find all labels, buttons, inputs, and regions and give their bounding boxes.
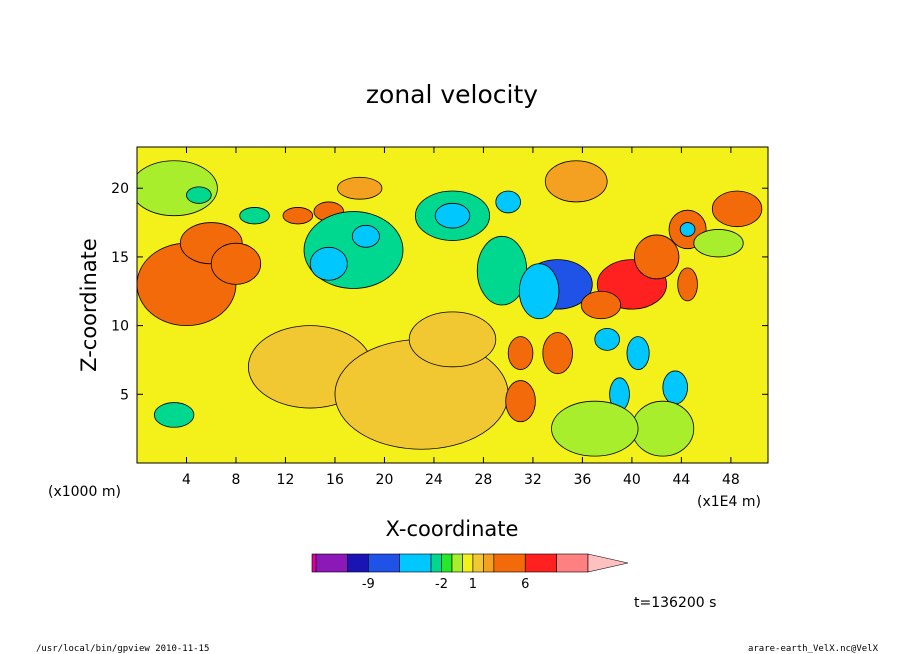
contour-region-2 — [210, 242, 262, 285]
contour-region-38 — [507, 336, 534, 370]
colorbar-overflow-arrow — [587, 553, 629, 573]
contour-region-27 — [594, 327, 620, 351]
contour-region-31 — [679, 222, 696, 237]
contour-region-5 — [239, 207, 270, 225]
contour-region-29 — [677, 267, 698, 302]
chart-title: zonal velocity — [366, 80, 538, 109]
y-tick-label: 15 — [111, 250, 129, 266]
x-tick-label: 20 — [376, 472, 394, 488]
contour-field — [137, 147, 768, 463]
colorbar-segment — [311, 553, 317, 573]
x-tick-label: 8 — [232, 472, 241, 488]
contour-region-24 — [542, 332, 573, 375]
colorbar-segment — [472, 553, 484, 573]
x-tick-label: 32 — [524, 472, 542, 488]
colorbar-segment — [399, 553, 432, 573]
contour-region-39 — [544, 160, 608, 203]
x-unit-left: (x1000 m) — [48, 484, 121, 500]
colorbar-tick-label: -9 — [362, 577, 375, 592]
colorbar-segment — [347, 553, 369, 573]
contour-region-18 — [495, 190, 521, 214]
colorbar-tick-label: 6 — [521, 577, 529, 592]
contour-region-8 — [337, 176, 383, 200]
contour-region-37 — [505, 380, 536, 423]
footer-right: arare-earth_VelX.nc@VelX — [748, 644, 879, 654]
x-unit-right: (x1E4 m) — [697, 494, 761, 510]
contour-region-14 — [408, 311, 497, 368]
contour-region-15 — [153, 402, 195, 428]
x-axis-label: X-coordinate — [386, 517, 519, 541]
colorbar-tick-label: 1 — [469, 577, 477, 592]
colorbar-segment — [441, 553, 453, 573]
colorbar-segment — [430, 553, 442, 573]
contour-region-21 — [518, 263, 560, 320]
colorbar-segment — [368, 553, 400, 573]
contour-region-35 — [631, 400, 695, 457]
y-tick-label: 10 — [111, 319, 129, 335]
contour-region-33 — [693, 229, 744, 258]
y-tick-label: 5 — [120, 387, 129, 403]
x-tick-label: 12 — [277, 472, 295, 488]
contour-region-4 — [186, 186, 212, 204]
x-tick-label: 4 — [182, 472, 191, 488]
x-tick-label: 40 — [623, 472, 641, 488]
x-tick-label: 48 — [722, 472, 740, 488]
x-tick-label: 24 — [425, 472, 443, 488]
y-axis-label: Z-coordinate — [77, 238, 101, 372]
colorbar-segment — [315, 553, 348, 573]
contour-region-17 — [434, 202, 471, 229]
colorbar-segment — [483, 553, 495, 573]
colorbar-segment — [556, 553, 589, 573]
contour-region-32 — [711, 190, 763, 228]
colorbar-tick-label: -2 — [435, 577, 448, 592]
colorbar-segment — [462, 553, 474, 573]
y-axis: 5 10 15 20 — [111, 181, 768, 403]
colorbar: -9 -2 1 6 — [311, 553, 629, 592]
time-label: t=136200 s — [634, 595, 716, 611]
contour-region-6 — [282, 207, 314, 225]
contour-region-10 — [309, 246, 348, 281]
contour-region-36 — [551, 400, 639, 457]
colorbar-segment — [451, 553, 463, 573]
y-tick-label: 20 — [111, 181, 129, 197]
x-tick-label: 16 — [326, 472, 344, 488]
x-tick-label: 44 — [672, 472, 690, 488]
colorbar-segment — [493, 553, 526, 573]
contour-region-26 — [626, 336, 650, 370]
footer-left: /usr/local/bin/gpview 2010-11-15 — [36, 644, 209, 654]
contour-region-34 — [662, 370, 688, 405]
x-tick-label: 36 — [573, 472, 591, 488]
plot-frame — [136, 146, 769, 464]
contour-region-28 — [580, 290, 622, 320]
colorbar-segment — [524, 553, 557, 573]
contour-region-11 — [351, 224, 380, 248]
contour-region-23 — [633, 234, 680, 280]
x-axis: 4 8 12 16 20 24 28 32 36 40 44 48 — [182, 147, 740, 488]
x-tick-label: 28 — [475, 472, 493, 488]
